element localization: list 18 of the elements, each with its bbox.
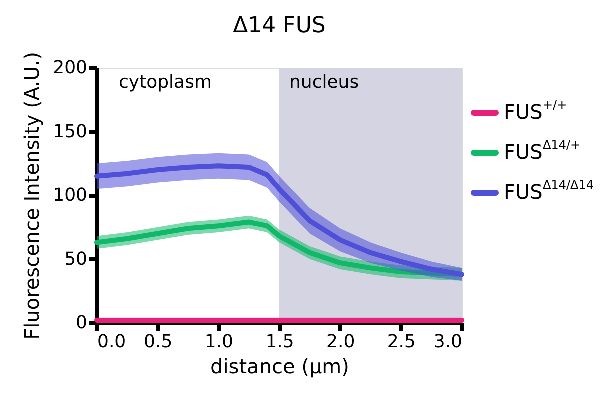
y-axis-title: Fluorescence Intensity (A.U.) [20, 52, 44, 340]
y-tick-label: 200 [53, 58, 88, 78]
y-tick-label: 0 [76, 312, 88, 334]
x-axis-title: distance (μm) [210, 354, 350, 378]
x-tick-label: 3.0 [434, 332, 462, 352]
chart-title: Δ14 FUS [233, 14, 326, 39]
x-tick-label: 1.0 [204, 332, 234, 352]
x-tick-label: 0.0 [98, 332, 126, 352]
band-label: nucleus [290, 72, 360, 93]
y-tick-label: 100 [53, 185, 88, 206]
x-tick-label: 2.5 [387, 332, 416, 352]
x-tick-label: 2.0 [326, 332, 356, 352]
annotation: cytoplasm [119, 72, 212, 93]
y-tick-label: 150 [53, 121, 88, 142]
y-tick-label: 50 [64, 248, 88, 270]
x-tick-label: 1.5 [266, 332, 294, 352]
x-tick-label: 0.5 [144, 332, 173, 352]
legend-label: FUS+/+ [504, 98, 568, 124]
